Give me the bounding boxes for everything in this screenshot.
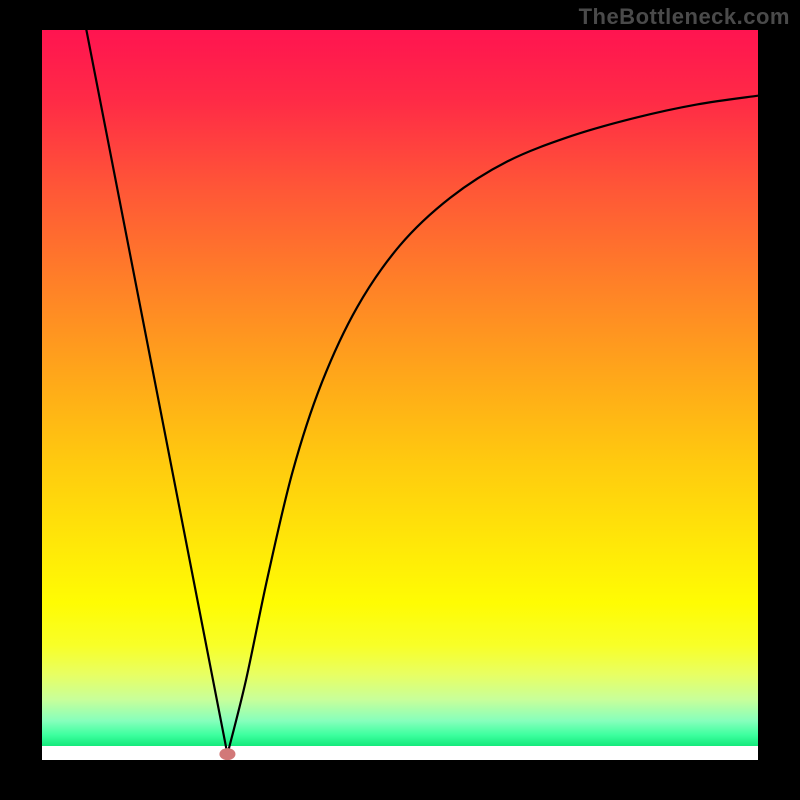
plot-area (42, 30, 758, 760)
minimum-marker (219, 748, 235, 760)
chart-svg (42, 30, 758, 760)
watermark-text: TheBottleneck.com (579, 4, 790, 30)
bottleneck-curve (86, 30, 758, 754)
